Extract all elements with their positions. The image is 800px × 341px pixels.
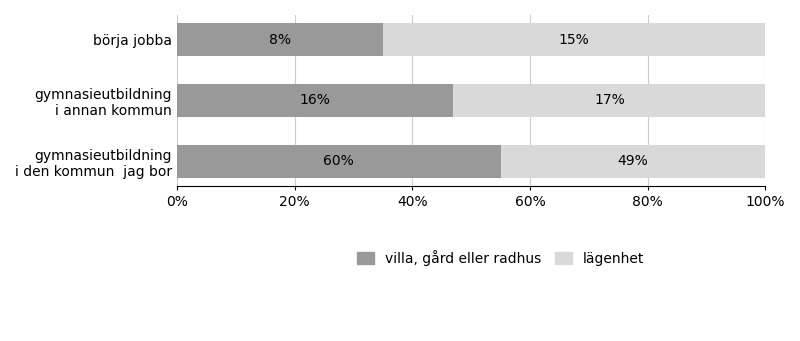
Text: 16%: 16%: [300, 93, 330, 107]
Bar: [501, 145, 766, 178]
Bar: [454, 84, 766, 117]
Text: 60%: 60%: [323, 154, 354, 168]
Legend: villa, gård eller radhus, lägenhet: villa, gård eller radhus, lägenhet: [351, 244, 650, 271]
Bar: [177, 145, 501, 178]
Text: 15%: 15%: [558, 32, 590, 46]
Bar: [177, 23, 383, 56]
Text: 8%: 8%: [269, 32, 291, 46]
Bar: [383, 23, 766, 56]
Text: 17%: 17%: [594, 93, 625, 107]
Bar: [177, 84, 454, 117]
Text: 49%: 49%: [618, 154, 648, 168]
